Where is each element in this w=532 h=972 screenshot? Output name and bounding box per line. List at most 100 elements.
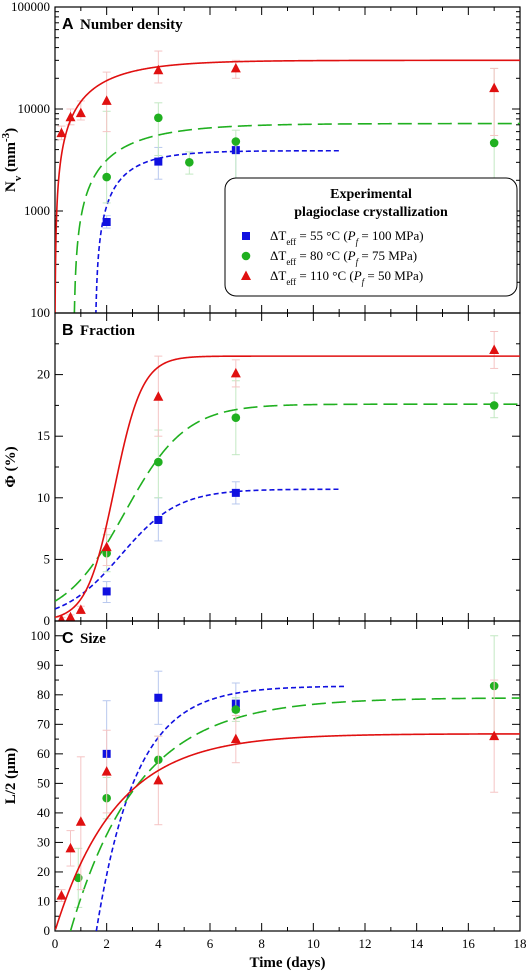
data-point-triangle [489,730,500,741]
x-axis-title: Time (days) [250,955,326,971]
panel-title: Size [80,631,106,647]
y-tick-label: 20 [37,367,50,382]
data-point-triangle [57,614,66,621]
legend-box [224,177,518,297]
data-point-triangle [65,111,76,122]
legend-marker-triangle [241,270,251,280]
error-bar [490,67,499,136]
data-point-circle [489,138,499,148]
data-point-circle [185,158,194,167]
data-point-square [102,218,111,227]
data-point-triangle [56,890,67,900]
x-tick-label: 14 [410,936,424,951]
data-point-triangle [65,842,76,853]
x-tick-label: 8 [258,936,265,951]
y-tick-label: 90 [37,657,50,672]
data-point-circle [102,172,111,182]
data-point-triangle [489,82,500,93]
plot-area [55,635,520,931]
fit-curve [55,59,520,313]
legend-title-line1: Experimental [330,187,412,202]
y-tick-label: 20 [37,864,50,879]
error-bar [154,102,163,157]
panel-b: 0 5 10 15 20 B Fraction Φ (%) [3,312,521,628]
data-point-circle [231,413,241,423]
plot-area [55,330,520,621]
plot-area [55,50,520,313]
fit-curve [55,733,520,930]
plot-frame [54,620,521,932]
legend-marker-square [242,232,250,240]
legend-entry-dt55: ΔTeff = 55 °C (Pf = 100 MPa) [270,228,424,247]
x-tick-label: 12 [359,936,372,951]
plot-frame [54,312,521,622]
x-tick-label: 2 [103,936,110,951]
y-tick-label: 70 [37,716,50,731]
y-axis-title: Φ (%) [3,446,19,487]
data-point-circle [489,401,499,410]
data-point-triangle [153,774,164,785]
data-point-triangle [101,95,112,105]
legend-title-line2: plagioclase crystallization [294,205,448,220]
fit-curve [95,685,345,931]
y-tick-label: 60 [37,746,50,761]
fit-curve [55,355,520,619]
data-point-square [102,587,111,596]
panel-title: Fraction [80,323,136,339]
y-tick-label: 100 [31,305,51,320]
x-tick-label: 16 [462,936,476,951]
data-point-triangle [230,733,241,744]
data-point-triangle [153,391,164,401]
series-dt55 [95,670,345,931]
x-tick-label: 0 [52,936,59,951]
fit-curve [55,403,520,602]
y-tick-label: 5 [44,551,51,566]
panel-letter: A [62,16,74,33]
legend: Experimental plagioclase crystallization Δ… [224,177,518,297]
y-tick-label: 40 [37,805,50,820]
x-tick-label: 4 [155,936,162,951]
series-dt110 [55,679,520,930]
panel-letter: B [62,322,74,339]
y-tick-label: 0 [44,923,51,938]
data-point-triangle [56,127,67,138]
y-axis-title: L/2 (µm) [3,748,19,805]
y-tick-label: 10 [37,893,50,908]
legend-entry-dt110: ΔTeff = 110 °C (Pf = 50 MPa) [270,268,423,287]
y-tick-label: 80 [37,687,50,702]
data-point-square [154,515,163,524]
x-tick-label: 10 [307,936,320,951]
series-dt55 [55,481,340,610]
panel-a: 100 1000 10000 100000 A Number density Nv (mm-… [0,0,521,320]
data-point-triangle [65,611,76,621]
fit-curve [69,697,520,931]
y-tick-label: 0 [44,613,51,628]
series-dt80 [55,380,520,602]
data-point-square [154,157,163,166]
fit-curve [95,149,340,313]
series-dt110 [55,50,520,313]
series-dt110 [55,330,520,621]
y-tick-label: 10 [37,490,50,505]
panel-letter: C [62,630,74,647]
data-point-triangle [75,107,86,118]
x-tick-label: 6 [207,936,214,951]
y-tick-label: 100 [31,628,51,643]
data-point-triangle [153,64,164,75]
series-dt80 [69,635,520,931]
data-point-circle [231,137,241,146]
data-point-triangle [489,344,500,354]
y-axis-title: Nv (mm-3) [0,128,24,192]
data-point-circle [231,705,241,714]
y-tick-label: 15 [37,428,50,443]
data-point-circle [154,113,163,123]
legend-entry-dt80: ΔTeff = 80 °C (Pf = 75 MPa) [270,248,417,267]
y-tick-label: 1000 [24,203,50,218]
fit-curve [55,488,340,610]
data-point-triangle [75,816,86,826]
data-point-circle [154,457,163,467]
data-point-triangle [75,604,86,614]
y-tick-label: 100000 [11,0,50,14]
